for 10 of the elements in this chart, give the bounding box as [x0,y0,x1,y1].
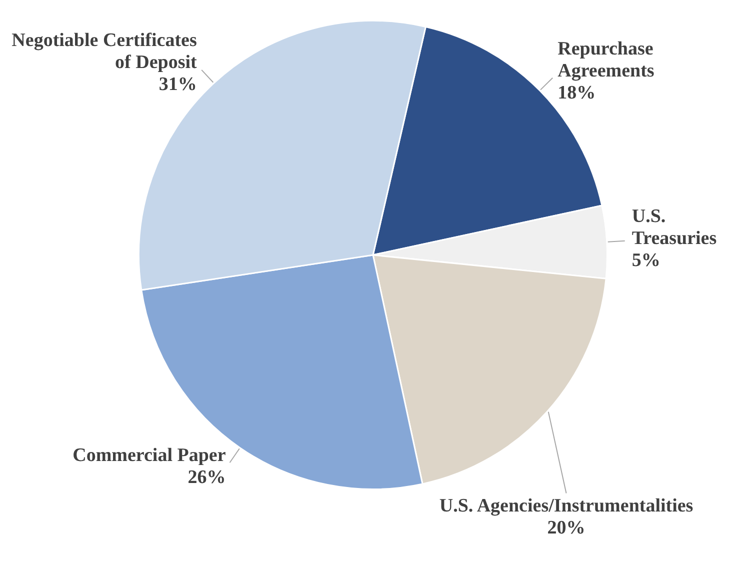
data-label: 20% [547,518,586,539]
slice-label: U.S. Agencies/Instrumentalities [439,496,694,517]
slice-label: Repurchase Agreements [558,38,654,82]
slice-label: Commercial Paper [72,444,226,466]
slice-label: Negotiable Certificates of Deposit [12,30,198,74]
data-label: 26% [188,466,226,488]
slice-label: U.S. Treasuries [632,206,717,249]
data-label: 18% [558,82,596,104]
data-label: 5% [632,250,660,271]
data-label: 31% [158,74,197,96]
